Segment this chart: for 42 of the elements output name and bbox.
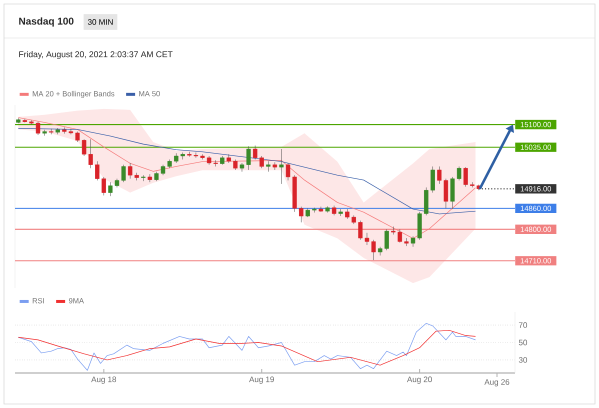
candlestick (437, 166, 442, 184)
candlestick (88, 138, 93, 168)
candlestick (108, 182, 113, 196)
chart-title: Nasdaq 100 (19, 17, 74, 27)
candlestick (128, 162, 132, 179)
candlestick (75, 131, 80, 142)
line-series (18, 322, 476, 371)
candlestick (95, 160, 100, 181)
candlestick (82, 138, 86, 156)
candlestick (240, 162, 244, 172)
candlestick (358, 220, 363, 240)
candlestick (246, 146, 251, 170)
candlestick (68, 128, 74, 135)
line-series (18, 330, 476, 366)
candlestick (410, 236, 416, 248)
candlestick (174, 152, 178, 164)
candlestick (279, 148, 284, 184)
candlestick (233, 159, 238, 170)
chart-subtitle: Friday, August 20, 2021 2:03:37 AM CET (19, 51, 173, 59)
candlestick (404, 238, 409, 246)
candlestick (286, 162, 290, 181)
candlestick (444, 178, 448, 209)
candlestick (398, 229, 402, 243)
candlestick (318, 206, 324, 212)
candlestick (121, 164, 126, 182)
candlestick (194, 152, 198, 158)
candlestick (266, 160, 270, 172)
candlestick (200, 154, 205, 160)
candlestick (450, 176, 455, 210)
candlestick (430, 166, 435, 193)
candlestick (463, 166, 468, 187)
candlestick (299, 206, 304, 223)
candlestick (102, 176, 106, 196)
candlestick (424, 187, 428, 216)
candlestick (260, 156, 264, 168)
candlestick (364, 232, 370, 246)
candlestick (384, 229, 389, 251)
candlestick (345, 208, 350, 220)
candlestick (332, 205, 336, 216)
candlestick (371, 240, 376, 260)
candlestick (252, 145, 258, 160)
candlestick (456, 166, 462, 181)
